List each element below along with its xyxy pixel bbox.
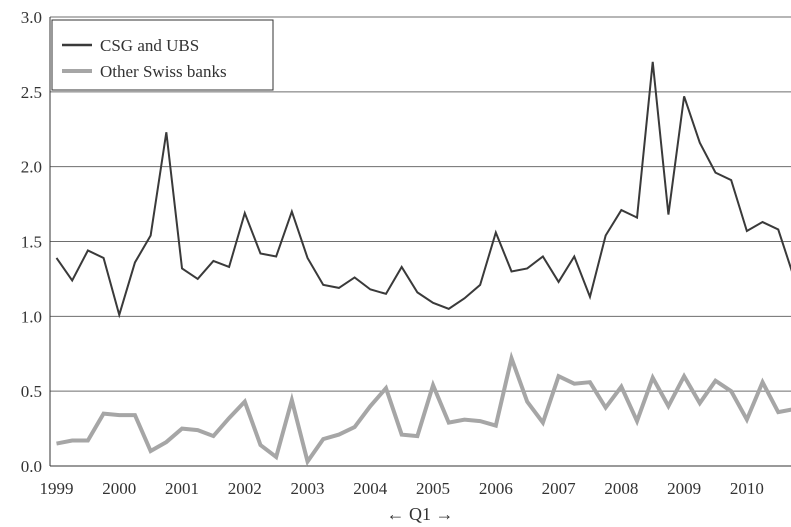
y-tick-label: 1.5 (21, 233, 42, 252)
series-lines (55, 61, 791, 467)
grid (50, 16, 791, 392)
x-tick-label: 2007 (542, 479, 577, 498)
y-tick-label: 2.5 (21, 83, 42, 102)
y-tick-label: 0.0 (21, 457, 42, 476)
legend-box (51, 19, 274, 91)
x-tick-label: 1999 (40, 479, 74, 498)
x-tick-label: 2001 (165, 479, 199, 498)
legend: CSG and UBS Other Swiss banks (51, 19, 274, 91)
x-tick-label: 2003 (291, 479, 325, 498)
x-tick-label: 2005 (416, 479, 450, 498)
x-tick-label: 2000 (102, 479, 136, 498)
y-tick-label: 2.0 (21, 158, 42, 177)
x-tick-label: 2006 (479, 479, 513, 498)
legend-label-csg-ubs: CSG and UBS (100, 36, 199, 55)
y-tick-label: 1.0 (21, 307, 42, 326)
y-tick-label: 0.5 (21, 382, 42, 401)
x-tick-label: 2008 (604, 479, 638, 498)
x-tick-label: 2002 (228, 479, 262, 498)
x-tick-label: 2010 (730, 479, 764, 498)
series-line-csg-and-ubs (55, 61, 791, 319)
y-tick-label: 3.0 (21, 8, 42, 27)
axes: 0.0 0.5 1.0 1.5 2.0 2.5 3.0 1999 2000 2001 2002 200… (21, 8, 791, 498)
x-axis-label: ← Q1 → (387, 504, 454, 524)
x-tick-label: 2004 (353, 479, 388, 498)
x-tick-label: 2009 (667, 479, 701, 498)
legend-label-other-swiss-banks: Other Swiss banks (100, 62, 227, 81)
series-line-other-swiss-banks (56, 351, 791, 467)
